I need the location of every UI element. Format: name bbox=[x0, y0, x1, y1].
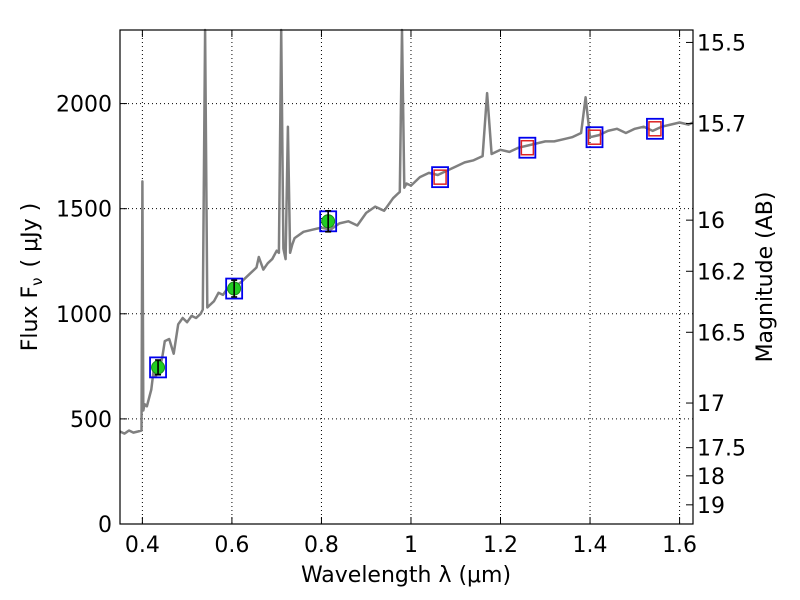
x-tick-label: 0.6 bbox=[214, 533, 249, 558]
y-tick-label: 1000 bbox=[56, 303, 112, 328]
y-axis-left-label-group: Flux Fν ( μJy ) bbox=[18, 203, 46, 351]
x-tick-label: 1.2 bbox=[483, 533, 518, 558]
y-axis-right-label: Magnitude (AB) bbox=[753, 192, 778, 363]
model-band-box bbox=[431, 166, 449, 189]
y-tick-label: 0 bbox=[98, 513, 112, 538]
right-tick-label: 15.7 bbox=[697, 112, 746, 137]
points-layer bbox=[149, 117, 664, 379]
model-band-box bbox=[518, 136, 537, 159]
model-band-box bbox=[149, 356, 167, 379]
y-axis-left: 0 500 1000 1500 2000 bbox=[56, 93, 127, 538]
x-tick-label: 0.4 bbox=[125, 533, 160, 558]
x-tick-label: 1.6 bbox=[662, 533, 697, 558]
model-band-box bbox=[225, 277, 244, 300]
y-tick-label: 1500 bbox=[56, 198, 112, 223]
plot-frame bbox=[119, 29, 694, 525]
x-tick-label: 0.8 bbox=[304, 533, 339, 558]
x-axis: 0.4 0.6 0.8 1 1.2 1.4 1.6 bbox=[125, 30, 697, 558]
model-band-box bbox=[585, 126, 604, 149]
right-tick-label: 17.5 bbox=[697, 437, 746, 462]
model-band-marker bbox=[520, 139, 535, 156]
y-axis-left-label-text: Flux F bbox=[18, 286, 43, 351]
y-tick-label: 2000 bbox=[56, 93, 112, 118]
model-band-marker bbox=[433, 169, 447, 185]
model-band-marker bbox=[587, 129, 602, 145]
right-tick-label: 15.5 bbox=[697, 31, 746, 56]
right-tick-label: 18 bbox=[697, 465, 725, 490]
y-tick-label: 500 bbox=[70, 408, 112, 433]
model-band-marker bbox=[648, 121, 662, 137]
spectrum-line bbox=[119, 28, 694, 435]
y-axis-right-label-group: Magnitude (AB) bbox=[753, 192, 778, 363]
right-tick-label: 16 bbox=[697, 209, 725, 234]
y-axis-right: 15.5 15.7 16 16.2 16.5 17 17.5 18 19 bbox=[686, 31, 746, 519]
x-tick-label: 1.4 bbox=[573, 533, 608, 558]
model-band-box bbox=[646, 117, 664, 140]
y-axis-left-label-sub: ν bbox=[28, 277, 46, 285]
x-axis-label: Wavelength λ (μm) bbox=[301, 563, 511, 588]
y-axis-left-label-unit: ( μJy ) bbox=[18, 203, 43, 268]
spectrum-layer bbox=[119, 28, 694, 435]
right-tick-label: 19 bbox=[697, 494, 725, 519]
right-tick-label: 16.5 bbox=[697, 321, 746, 346]
y-axis-left-label: Flux Fν ( μJy ) bbox=[18, 203, 46, 351]
right-tick-label: 17 bbox=[697, 392, 725, 417]
x-tick-label: 1 bbox=[404, 533, 418, 558]
right-tick-label: 16.2 bbox=[697, 260, 746, 285]
